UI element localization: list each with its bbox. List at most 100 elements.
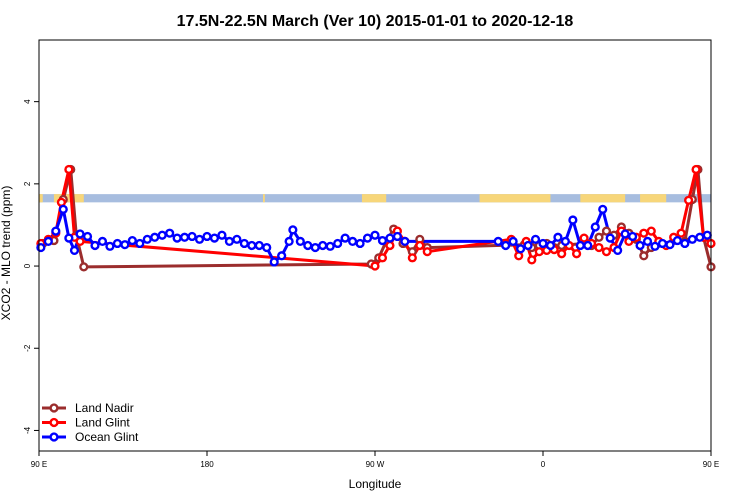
data-point — [340, 233, 350, 243]
data-point — [545, 240, 556, 251]
data-point — [377, 253, 388, 263]
data-point — [295, 236, 305, 246]
legend-marker — [49, 432, 59, 442]
data-point — [400, 236, 410, 246]
data-point — [75, 236, 85, 246]
data-point — [530, 234, 541, 244]
data-point — [650, 241, 660, 251]
data-point — [355, 238, 365, 249]
data-point — [90, 240, 100, 251]
data-point — [642, 236, 653, 246]
y-tick-label: 0 — [23, 263, 32, 268]
data-point — [157, 230, 167, 240]
data-point — [508, 236, 518, 246]
data-point — [232, 234, 242, 244]
chart-title: 17.5N-22.5N March (Ver 10) 2015-01-01 to… — [177, 13, 574, 30]
x-tick-label: 90 E — [31, 460, 47, 469]
data-point — [422, 247, 432, 257]
data-point — [43, 236, 53, 246]
data-point — [527, 255, 537, 265]
data-point — [557, 249, 567, 259]
data-point — [51, 226, 61, 236]
legend-entry-label: Land Nadir — [75, 401, 134, 415]
data-point — [590, 222, 600, 232]
data-point — [568, 215, 578, 225]
data-point — [370, 261, 380, 271]
data-point — [579, 233, 589, 243]
data-point — [501, 240, 511, 251]
data-point — [613, 245, 623, 256]
data-point — [676, 228, 686, 238]
data-point — [333, 238, 343, 249]
x-tick-label: 0 — [541, 460, 546, 469]
data-point — [127, 235, 137, 246]
data-point — [620, 229, 630, 239]
data-point — [165, 228, 175, 238]
data-point — [277, 251, 287, 261]
land-band-segment — [39, 194, 43, 203]
data-point — [553, 232, 563, 242]
land-band-segment — [479, 194, 551, 203]
data-point — [288, 225, 298, 235]
data-point — [247, 240, 257, 251]
land-band-segment — [53, 194, 84, 203]
data-point — [135, 238, 145, 249]
plot-area: 90 E 180 90 W 0 90 E -4 -2 0 2 4 — [23, 39, 719, 469]
data-point — [515, 244, 526, 254]
data-point — [36, 242, 46, 253]
data-point — [120, 240, 130, 250]
data-point — [672, 235, 683, 246]
land-band-segment — [263, 194, 265, 203]
data-point — [575, 240, 585, 251]
y-tick-label: 2 — [23, 181, 32, 186]
y-tick-label: -2 — [23, 344, 32, 352]
data-point — [187, 231, 197, 242]
y-axis-label: XCO2 - MLO trend (ppm) — [0, 186, 13, 321]
data-point — [646, 226, 656, 236]
x-tick-label: 90 W — [366, 460, 385, 469]
data-point — [377, 235, 388, 246]
data-point — [691, 164, 701, 175]
data-point — [665, 240, 675, 250]
data-point — [150, 232, 160, 242]
legend-marker — [49, 417, 59, 428]
data-point — [560, 236, 571, 246]
data-point — [598, 204, 608, 214]
x-tick-label: 90 E — [703, 460, 719, 469]
data-point — [239, 238, 249, 249]
data-point — [392, 231, 403, 242]
data-point — [534, 247, 544, 257]
data-point — [538, 238, 548, 249]
data-point — [493, 236, 503, 246]
data-point — [69, 245, 80, 256]
legend-entry-label: Ocean Glint — [75, 430, 139, 444]
data-point — [172, 233, 182, 243]
x-axis-label: Longitude — [349, 477, 402, 491]
data-point — [224, 236, 235, 246]
data-point — [303, 240, 313, 251]
data-point — [687, 234, 697, 244]
data-point — [514, 251, 524, 261]
data-point — [594, 232, 604, 242]
data-point — [82, 231, 93, 242]
data-point — [262, 242, 272, 253]
data-point — [269, 257, 279, 267]
data-point — [571, 249, 582, 259]
data-point — [284, 236, 294, 246]
data-point — [362, 233, 373, 243]
data-point — [112, 238, 123, 249]
legend-entry-label: Land Glint — [75, 416, 130, 430]
data-point — [627, 231, 638, 242]
data-point — [202, 231, 212, 242]
data-point — [639, 251, 649, 261]
data-point — [217, 230, 227, 240]
land-band-segment — [580, 194, 626, 203]
data-point — [683, 195, 694, 205]
y-tick-label: -4 — [23, 426, 32, 434]
data-point — [601, 226, 612, 236]
data-point — [523, 240, 533, 251]
data-point — [680, 238, 690, 249]
data-point — [318, 240, 328, 251]
